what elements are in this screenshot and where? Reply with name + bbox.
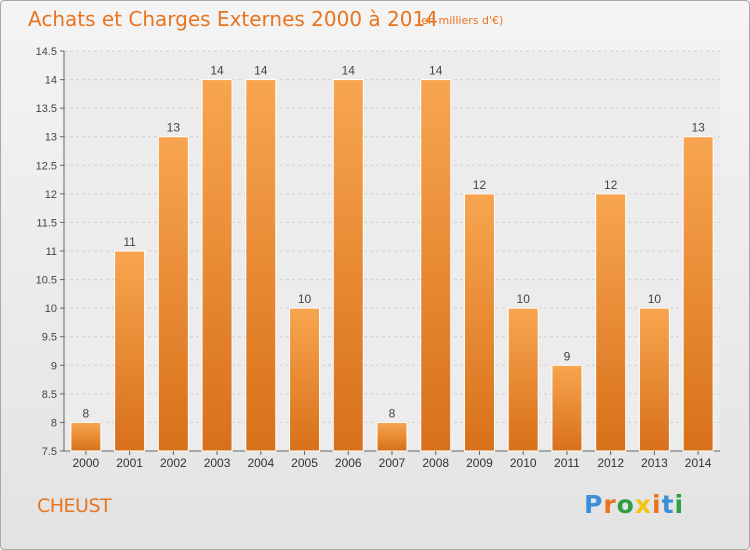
x-tick-label: 2010: [510, 456, 537, 470]
bar: [332, 79, 364, 452]
data-label: 14: [254, 64, 268, 78]
data-label: 12: [473, 178, 487, 192]
bar: [376, 421, 408, 452]
proxiti-logo[interactable]: Proxiti: [584, 490, 684, 519]
data-label: 8: [389, 406, 396, 420]
y-tick-label: 10: [45, 303, 57, 315]
y-tick-label: 12.5: [36, 160, 57, 172]
data-label: 13: [691, 121, 705, 135]
bar: [201, 79, 233, 452]
data-label: 9: [564, 349, 571, 363]
bar: [70, 421, 102, 452]
x-tick-label: 2014: [685, 456, 712, 470]
bar: [638, 307, 670, 452]
x-tick-label: 2004: [247, 456, 274, 470]
x-tick-label: 2002: [160, 456, 187, 470]
y-tick-label: 14: [45, 75, 57, 87]
x-tick-label: 2013: [641, 456, 668, 470]
y-tick-label: 7.5: [42, 446, 57, 458]
bar: [595, 193, 627, 452]
y-tick-label: 13: [45, 132, 57, 144]
logo-letter: i: [652, 490, 662, 519]
data-label: 11: [123, 235, 136, 249]
data-label: 8: [83, 406, 90, 420]
bar: [157, 136, 189, 452]
data-label: 14: [429, 64, 443, 78]
chart-subtitle: (en milliers d'€): [417, 14, 504, 27]
bar: [463, 193, 495, 452]
data-label: 13: [167, 121, 181, 135]
data-label: 10: [517, 292, 531, 306]
y-tick-label: 11: [46, 246, 57, 258]
logo-letter: t: [661, 490, 675, 519]
logo-letter: i: [674, 490, 685, 519]
logo-letter: r: [603, 490, 617, 519]
x-tick-label: 2012: [597, 456, 624, 470]
logo-letter: P: [584, 490, 604, 519]
x-tick-label: 2005: [291, 456, 318, 470]
data-label: 10: [648, 292, 662, 306]
y-tick-label: 13.5: [36, 103, 57, 115]
x-tick-label: 2000: [73, 456, 100, 470]
x-tick-label: 2003: [204, 456, 231, 470]
data-label: 14: [210, 64, 224, 78]
bar: [420, 79, 452, 452]
x-tick-label: 2009: [466, 456, 493, 470]
chart-title: Achats et Charges Externes 2000 à 2014: [28, 7, 438, 31]
logo-letter: x: [634, 490, 652, 519]
bar: [114, 250, 146, 452]
x-tick-label: 2006: [335, 456, 362, 470]
y-tick-label: 9: [51, 360, 57, 372]
bar: [682, 136, 714, 452]
y-tick-label: 14.5: [36, 46, 57, 58]
y-tick-label: 11.5: [36, 217, 57, 229]
logo-letter: o: [616, 490, 635, 519]
data-label: 10: [298, 292, 312, 306]
x-tick-label: 2011: [554, 456, 580, 470]
bar: [289, 307, 321, 452]
bar: [245, 79, 277, 452]
x-tick-label: 2001: [116, 456, 143, 470]
data-label: 12: [604, 178, 618, 192]
y-tick-label: 8.5: [42, 389, 57, 401]
x-tick-label: 2007: [379, 456, 406, 470]
y-tick-label: 10.5: [36, 275, 57, 287]
y-tick-label: 9.5: [42, 332, 57, 344]
bar: [551, 364, 583, 452]
x-tick-label: 2008: [422, 456, 449, 470]
bar: [507, 307, 539, 452]
y-tick-label: 12: [45, 189, 57, 201]
data-label: 14: [342, 64, 356, 78]
commune-name: CHEUST: [37, 495, 112, 517]
y-tick-label: 8: [51, 417, 57, 429]
